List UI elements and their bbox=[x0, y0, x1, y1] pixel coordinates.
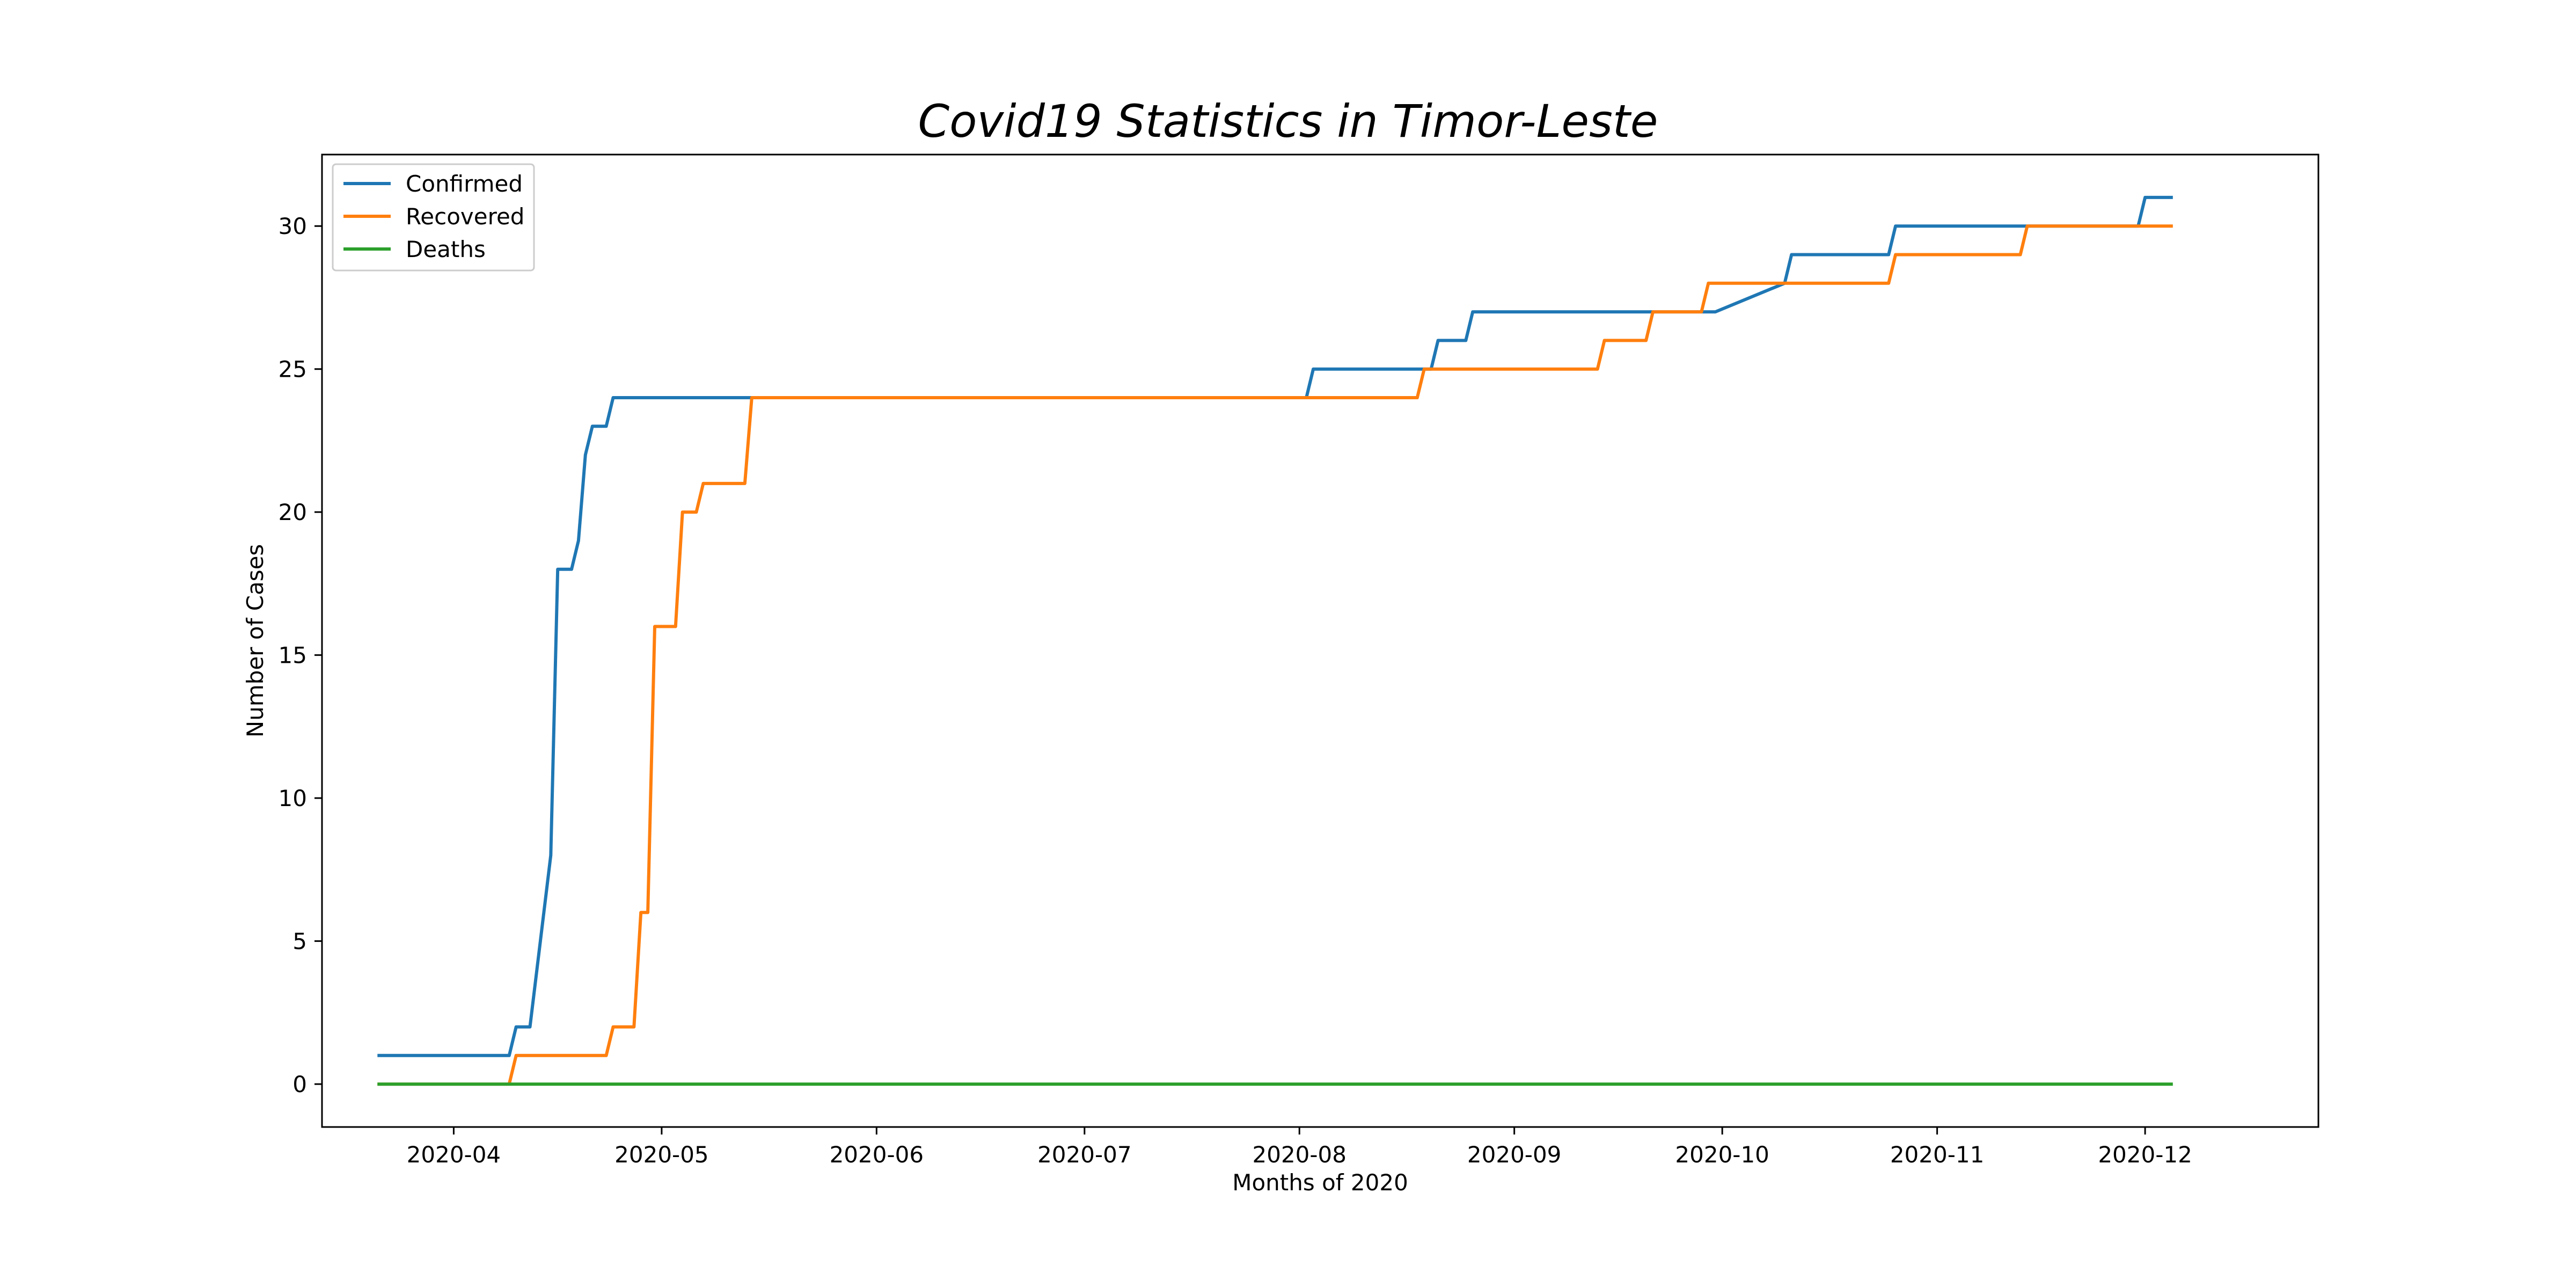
y-tick-label: 10 bbox=[279, 785, 307, 811]
series-line-recovered bbox=[377, 224, 2173, 1086]
y-tick-label: 0 bbox=[292, 1071, 307, 1097]
x-tick-label: 2020-12 bbox=[2098, 1141, 2192, 1168]
x-tick-label: 2020-06 bbox=[830, 1141, 924, 1168]
x-tick-label: 2020-11 bbox=[1890, 1141, 1985, 1168]
chart-title: Covid19 Statistics in Timor-Leste bbox=[918, 95, 1658, 148]
x-tick-label: 2020-10 bbox=[1675, 1141, 1769, 1168]
y-tick-label: 5 bbox=[292, 928, 307, 955]
legend-label-recovered: Recovered bbox=[406, 203, 524, 230]
x-axis-label: Months of 2020 bbox=[1232, 1169, 1408, 1196]
y-tick-label: 20 bbox=[279, 499, 307, 525]
y-axis: 0 5 10 15 20 25 30 bbox=[279, 213, 322, 1097]
legend: Confirmed Recovered Deaths bbox=[332, 163, 535, 272]
legend-box bbox=[332, 163, 535, 272]
y-tick-label: 25 bbox=[279, 356, 307, 383]
x-tick-label: 2020-09 bbox=[1467, 1141, 1562, 1168]
x-tick-label: 2020-05 bbox=[614, 1141, 709, 1168]
y-tick-label: 30 bbox=[279, 213, 307, 239]
x-tick-label: 2020-07 bbox=[1037, 1141, 1132, 1168]
x-axis: 2020-04 2020-05 2020-06 2020-07 2020-08 2020-… bbox=[407, 1127, 2192, 1168]
legend-label-deaths: Deaths bbox=[406, 236, 486, 262]
y-axis-label: Number of Cases bbox=[242, 544, 268, 738]
y-tick-label: 15 bbox=[279, 642, 307, 669]
plot-frame bbox=[321, 153, 2319, 1128]
series-line-confirmed bbox=[377, 195, 2173, 1057]
series-layer bbox=[377, 195, 2173, 1086]
x-tick-label: 2020-08 bbox=[1253, 1141, 1347, 1168]
legend-label-confirmed: Confirmed bbox=[406, 171, 523, 197]
x-tick-label: 2020-04 bbox=[407, 1141, 501, 1168]
